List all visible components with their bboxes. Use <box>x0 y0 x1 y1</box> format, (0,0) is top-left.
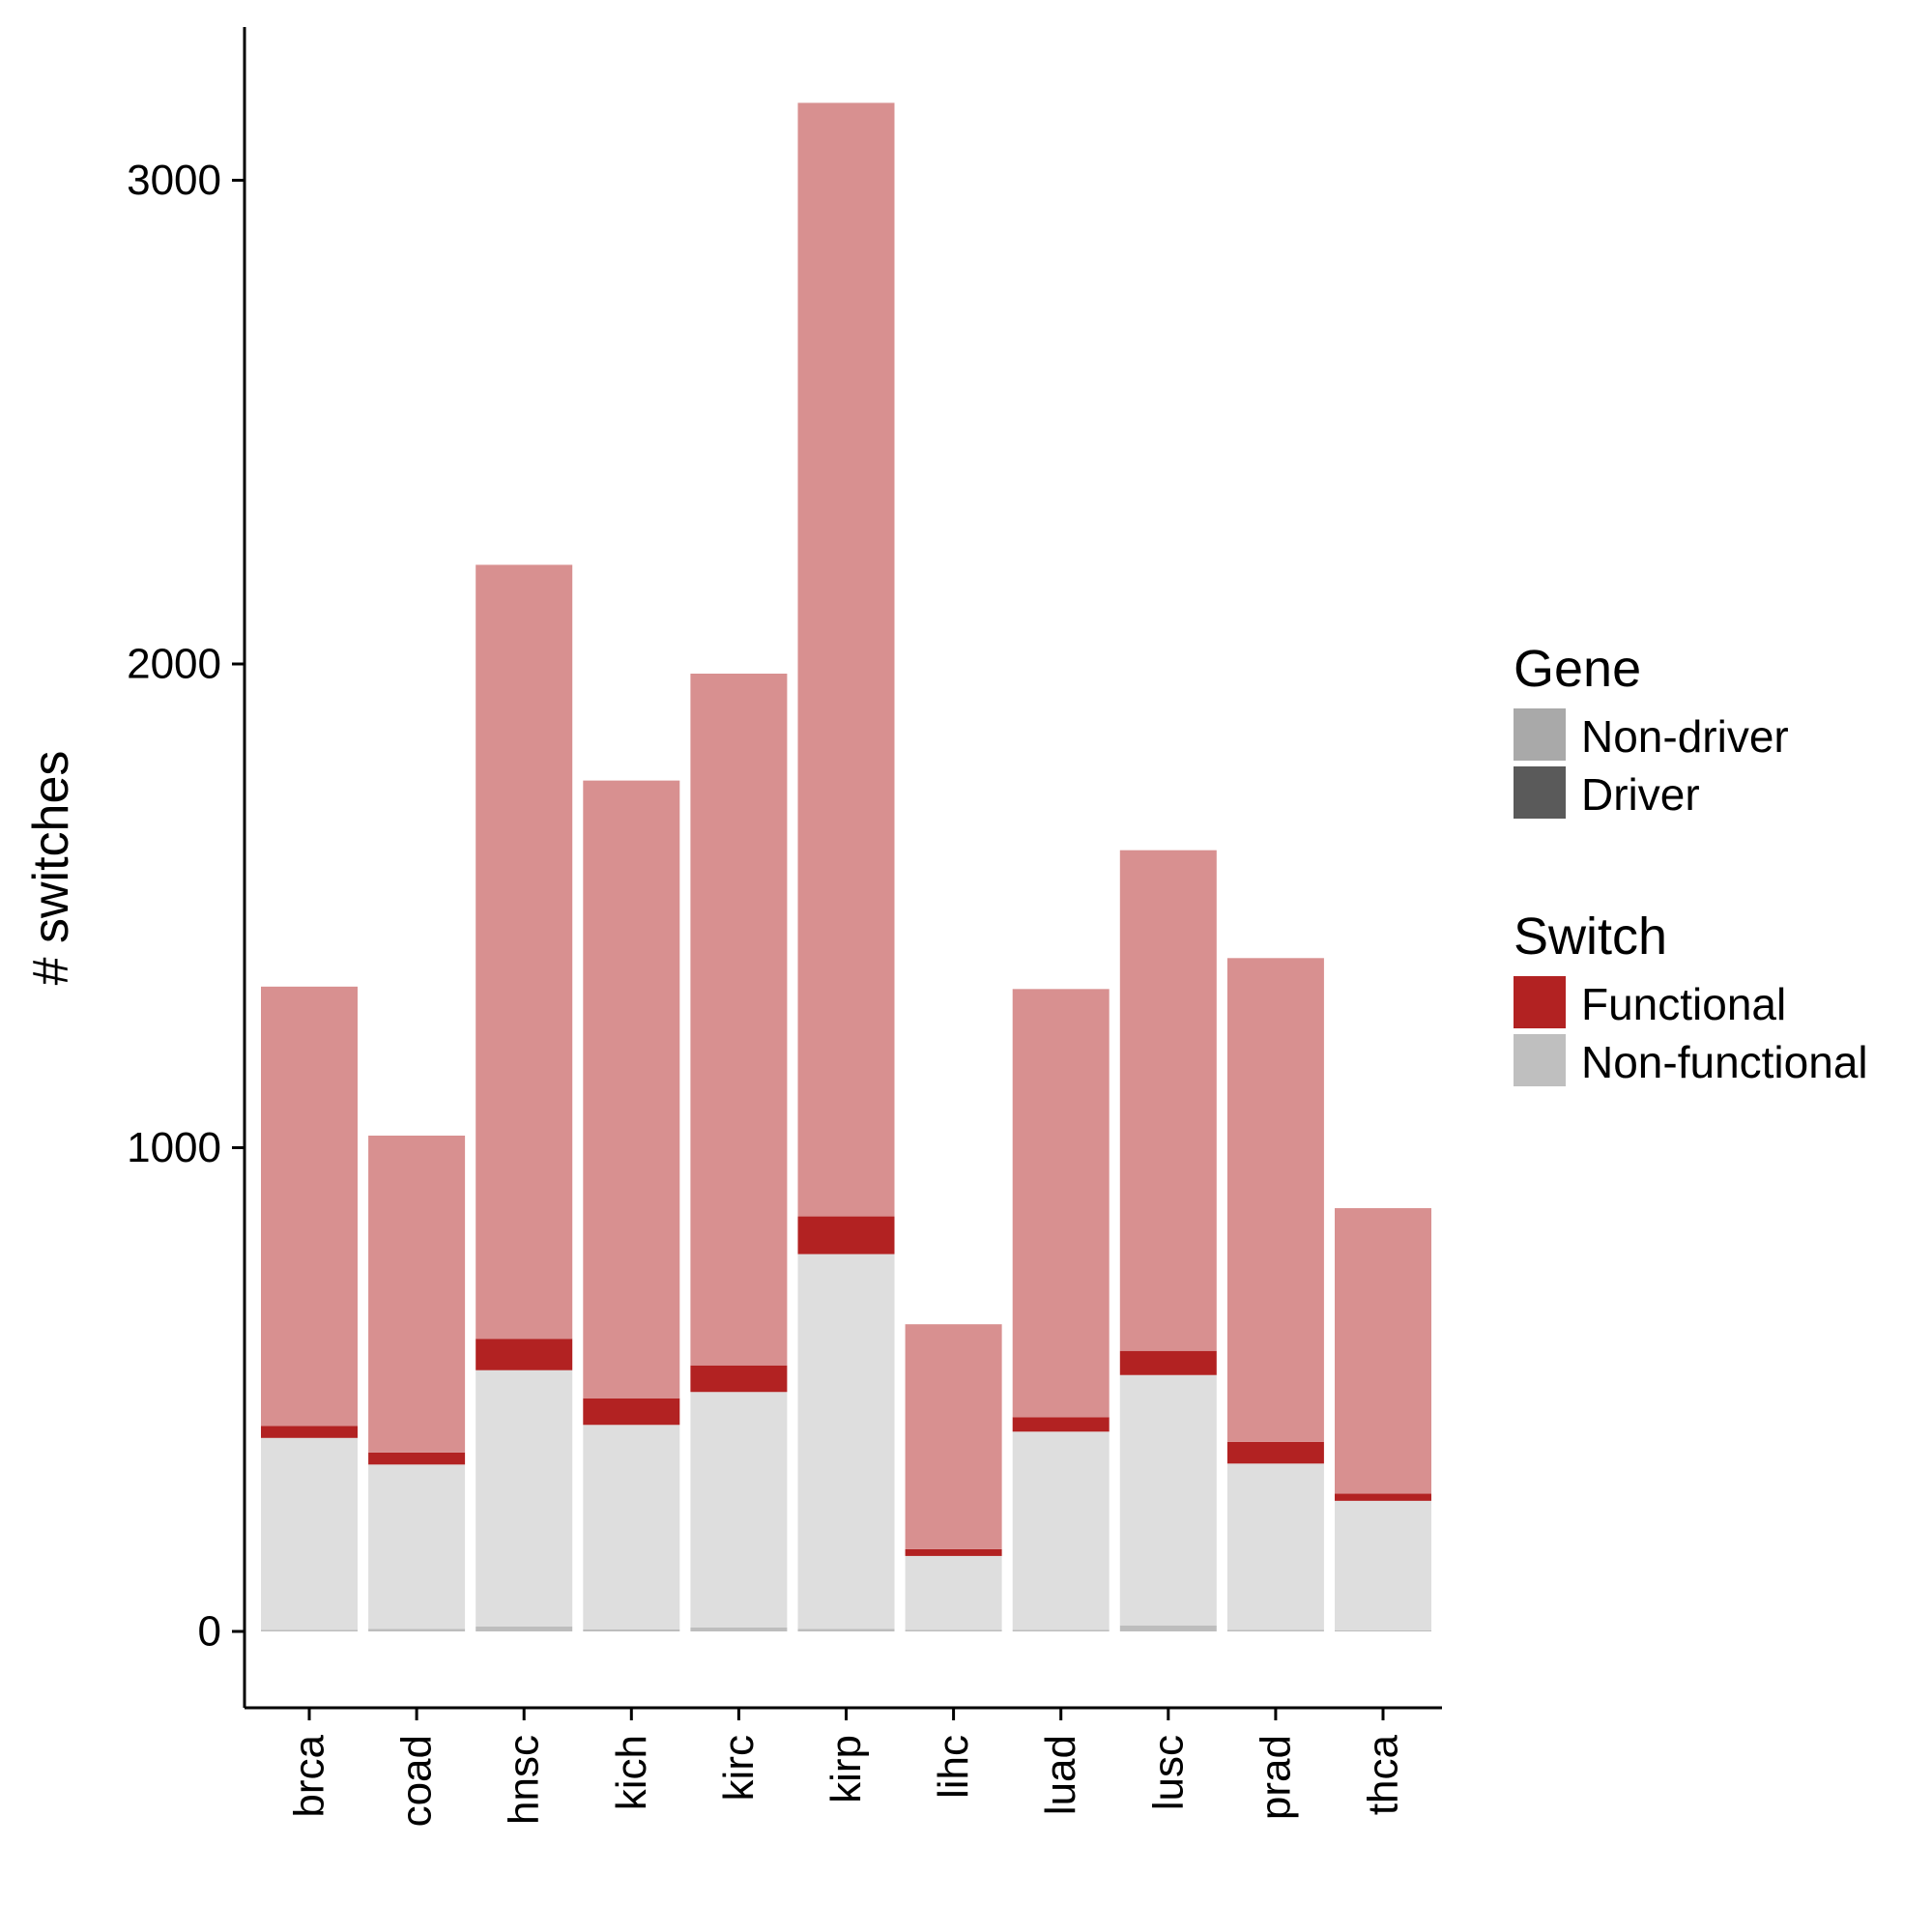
bar-prad-func_nondriver_dark <box>1226 1441 1324 1464</box>
bar-coad-nonfunc_driver <box>368 1629 466 1631</box>
bar-luad-func_nondriver_dark <box>1012 1417 1110 1432</box>
bar-brca-func_nondriver_light <box>261 986 358 1427</box>
bar-prad-func_nondriver_light <box>1226 958 1324 1442</box>
legend-title-gene: Gene <box>1514 640 1641 698</box>
x-tick-label-prad: prad <box>1252 1735 1299 1820</box>
legend-label-non-functional: Non-functional <box>1581 1037 1868 1087</box>
bar-luad-nonfunc_nondriver <box>1012 1431 1110 1630</box>
bar-hnsc-nonfunc_nondriver <box>476 1370 573 1627</box>
bars-layer <box>261 102 1431 1631</box>
bar-lihc-nonfunc_driver <box>905 1629 1002 1631</box>
x-tick-label-kirp: kirp <box>822 1735 870 1803</box>
bar-lusc-nonfunc_driver <box>1119 1625 1217 1631</box>
bar-kirc-nonfunc_nondriver <box>690 1392 788 1628</box>
bar-luad-nonfunc_driver <box>1012 1629 1110 1631</box>
y-tick-label-0: 0 <box>198 1608 221 1656</box>
bar-brca-nonfunc_nondriver <box>261 1437 358 1630</box>
bar-lihc-nonfunc_nondriver <box>905 1555 1002 1630</box>
axes-layer: brca coad hnsc kich kirc kirp lihc luad lusc prad… <box>127 27 1442 1827</box>
bar-kirc-nonfunc_driver <box>690 1627 788 1631</box>
bar-kich-nonfunc_driver <box>583 1629 680 1631</box>
legend-key-non-functional <box>1514 1034 1566 1086</box>
legend-title-switch: Switch <box>1514 908 1667 966</box>
bar-kirp-nonfunc_driver <box>797 1629 895 1631</box>
legend-key-functional <box>1514 976 1566 1028</box>
bar-prad-nonfunc_nondriver <box>1226 1463 1324 1630</box>
bar-kich-func_nondriver_dark <box>583 1398 680 1426</box>
bar-kirp-func_nondriver_dark <box>797 1216 895 1254</box>
bar-thca-func_nondriver_light <box>1335 1208 1431 1494</box>
bar-kich-func_nondriver_light <box>583 780 680 1399</box>
bar-hnsc-nonfunc_driver <box>476 1626 573 1631</box>
x-tick-label-coad: coad <box>393 1735 441 1827</box>
y-tick-label-3000: 3000 <box>127 157 221 204</box>
bar-kich-nonfunc_nondriver <box>583 1425 680 1629</box>
x-tick-label-thca: thca <box>1360 1734 1407 1815</box>
bar-kirc-func_nondriver_light <box>690 674 788 1366</box>
bar-prad-nonfunc_driver <box>1226 1629 1324 1631</box>
y-tick-label-1000: 1000 <box>127 1124 221 1171</box>
legend: Gene Non-driver Driver Switch Functional Non-… <box>1514 640 1868 1087</box>
bar-lusc-func_nondriver_dark <box>1119 1350 1217 1375</box>
y-axis-title: # switches <box>23 751 79 986</box>
x-tick-label-hnsc: hnsc <box>501 1735 548 1825</box>
legend-key-driver <box>1514 766 1566 819</box>
bar-brca-func_nondriver_dark <box>261 1426 358 1438</box>
y-tick-label-2000: 2000 <box>127 641 221 688</box>
bar-brca-nonfunc_driver <box>261 1629 358 1631</box>
bar-coad-nonfunc_nondriver <box>368 1464 466 1629</box>
bar-kirp-func_nondriver_light <box>797 102 895 1217</box>
bar-thca-nonfunc_driver <box>1335 1629 1431 1631</box>
bar-luad-func_nondriver_light <box>1012 989 1110 1418</box>
legend-label-driver: Driver <box>1581 769 1700 820</box>
bar-hnsc-func_nondriver_light <box>476 564 573 1340</box>
bar-thca-nonfunc_nondriver <box>1335 1500 1431 1630</box>
x-tick-label-lusc: lusc <box>1144 1735 1192 1810</box>
x-tick-label-luad: luad <box>1037 1735 1084 1815</box>
x-tick-label-kich: kich <box>608 1735 655 1810</box>
legend-key-non-driver <box>1514 708 1566 761</box>
bar-lusc-nonfunc_nondriver <box>1119 1374 1217 1626</box>
bar-coad-func_nondriver_light <box>368 1135 466 1453</box>
bar-kirp-nonfunc_nondriver <box>797 1254 895 1629</box>
bar-kirc-func_nondriver_dark <box>690 1365 788 1393</box>
legend-label-non-driver: Non-driver <box>1581 711 1789 762</box>
bar-thca-func_nondriver_dark <box>1335 1493 1431 1501</box>
bar-lihc-func_nondriver_dark <box>905 1548 1002 1556</box>
x-tick-label-kirc: kirc <box>715 1735 763 1801</box>
bar-lihc-func_nondriver_light <box>905 1324 1002 1549</box>
bar-coad-func_nondriver_dark <box>368 1452 466 1465</box>
x-tick-label-brca: brca <box>286 1734 333 1817</box>
legend-label-functional: Functional <box>1581 979 1786 1029</box>
bar-hnsc-func_nondriver_dark <box>476 1339 573 1370</box>
bar-lusc-func_nondriver_light <box>1119 850 1217 1351</box>
x-tick-label-lihc: lihc <box>930 1735 977 1799</box>
